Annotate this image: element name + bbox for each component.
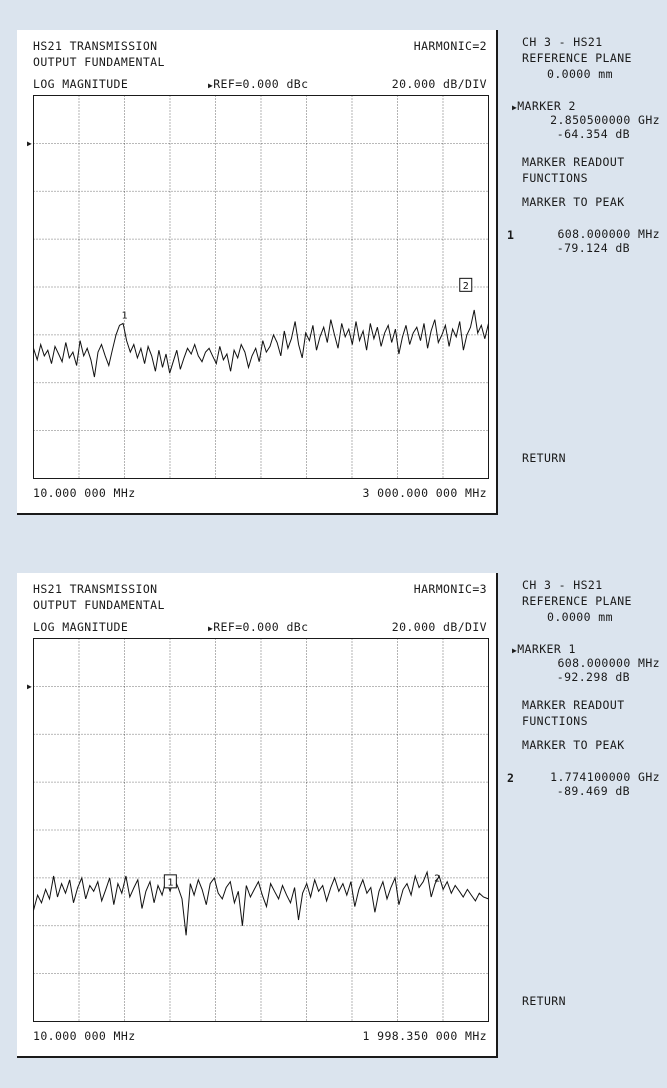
- trace-line: [33, 309, 489, 378]
- softkey-reference-plane[interactable]: REFERENCE PLANE: [522, 594, 632, 608]
- softkey-marker-to-peak[interactable]: MARKER TO PEAK: [522, 738, 625, 752]
- marker-label: 2: [463, 281, 469, 292]
- active-arrow-icon: ▶: [512, 646, 518, 655]
- softkey-marker-readout-line2: FUNCTIONS: [522, 714, 588, 728]
- reference-plane-value: 0.0000 mm: [547, 610, 613, 624]
- reference-position-icon: ▶: [27, 682, 32, 691]
- analyzer-display-harmonic-2: HS21 TRANSMISSION OUTPUT FUNDAMENTAL HAR…: [0, 0, 667, 540]
- harmonic-label: HARMONIC=2: [413, 39, 487, 53]
- active-marker-frequency: 2.850500000 GHz: [550, 113, 660, 127]
- marker-2: 2: [434, 873, 440, 884]
- marker-frequency: 608.000000 MHz: [557, 227, 660, 241]
- marker-box: [459, 277, 473, 292]
- scale-label: 20.000 dB/DIV: [391, 77, 487, 91]
- active-marker-frequency: 608.000000 MHz: [557, 656, 660, 670]
- softkey-marker-readout[interactable]: MARKER READOUT: [522, 698, 625, 712]
- softkey-return[interactable]: RETURN: [522, 451, 566, 465]
- marker-level: -79.124 dB: [556, 241, 630, 255]
- reference-position-icon: ▶: [27, 139, 32, 148]
- trace-title-line1: HS21 TRANSMISSION: [33, 39, 158, 53]
- trace-line: [33, 870, 489, 936]
- active-arrow-icon: ▶: [512, 103, 518, 112]
- stop-frequency: 1 998.350 000 MHz: [362, 1029, 487, 1043]
- marker-frequency: 1.774100000 GHz: [550, 770, 660, 784]
- reference-arrow-icon: ▶: [208, 81, 214, 90]
- softkey-reference-plane[interactable]: REFERENCE PLANE: [522, 51, 632, 65]
- channel-label: CH 3 - HS21: [522, 35, 603, 49]
- reference-arrow-icon: ▶: [208, 624, 214, 633]
- marker-level: -89.469 dB: [556, 784, 630, 798]
- plot-border: [33, 638, 489, 1022]
- softkey-active-marker[interactable]: ▶MARKER 2: [512, 99, 576, 113]
- format-label: LOG MAGNITUDE: [33, 620, 129, 634]
- reference-label: ▶REF=0.000 dBc: [208, 620, 309, 634]
- trace-plot: 12: [33, 95, 489, 479]
- trace-title-line2: OUTPUT FUNDAMENTAL: [33, 598, 165, 612]
- channel-label: CH 3 - HS21: [522, 578, 603, 592]
- active-marker-level: -64.354 dB: [556, 127, 630, 141]
- marker-label: 1: [167, 877, 173, 888]
- trace-title-line2: OUTPUT FUNDAMENTAL: [33, 55, 165, 69]
- analyzer-display-harmonic-3: HS21 TRANSMISSION OUTPUT FUNDAMENTAL HAR…: [0, 543, 667, 1083]
- marker-2-boxed: 2: [459, 277, 473, 292]
- softkey-marker-to-peak[interactable]: MARKER TO PEAK: [522, 195, 625, 209]
- harmonic-label: HARMONIC=3: [413, 582, 487, 596]
- reference-plane-value: 0.0000 mm: [547, 67, 613, 81]
- softkey-active-marker[interactable]: ▶MARKER 1: [512, 642, 576, 656]
- format-label: LOG MAGNITUDE: [33, 77, 129, 91]
- softkey-marker-readout[interactable]: MARKER READOUT: [522, 155, 625, 169]
- marker-box: [163, 874, 177, 889]
- scale-label: 20.000 dB/DIV: [391, 620, 487, 634]
- start-frequency: 10.000 000 MHz: [33, 486, 136, 500]
- marker-1: 1: [121, 311, 127, 322]
- marker-number: 1: [507, 228, 514, 242]
- marker-number: 2: [507, 771, 514, 785]
- softkey-marker-readout-line2: FUNCTIONS: [522, 171, 588, 185]
- softkey-return[interactable]: RETURN: [522, 994, 566, 1008]
- stop-frequency: 3 000.000 000 MHz: [362, 486, 487, 500]
- display-frame: [17, 573, 498, 1058]
- display-frame: [17, 30, 498, 515]
- start-frequency: 10.000 000 MHz: [33, 1029, 136, 1043]
- trace-title-line1: HS21 TRANSMISSION: [33, 582, 158, 596]
- marker-1-boxed: 1: [163, 874, 177, 889]
- reference-label: ▶REF=0.000 dBc: [208, 77, 309, 91]
- active-marker-level: -92.298 dB: [556, 670, 630, 684]
- plot-border: [33, 95, 489, 479]
